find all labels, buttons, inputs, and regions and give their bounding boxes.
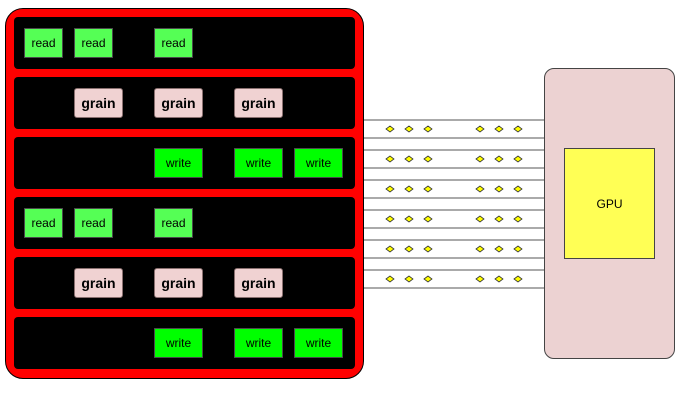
read-block: read [154, 28, 193, 58]
gpu-core: GPU [564, 148, 655, 259]
write-block: write [154, 328, 203, 358]
gpu-label: GPU [596, 196, 623, 211]
data-packet [423, 185, 433, 193]
data-packet [385, 215, 395, 223]
data-packet [404, 215, 414, 223]
data-packet [475, 155, 485, 163]
read-block: read [74, 208, 113, 238]
data-packet [513, 125, 523, 133]
data-packet [513, 215, 523, 223]
data-packet [423, 155, 433, 163]
grain-block: grain [74, 88, 123, 118]
write-block: write [234, 328, 283, 358]
data-packet [494, 245, 504, 253]
data-packet [513, 275, 523, 283]
lane-grain-1: grain grain grain [14, 77, 355, 129]
data-packet [513, 245, 523, 253]
data-packet [404, 245, 414, 253]
data-packet [513, 185, 523, 193]
data-packet [513, 155, 523, 163]
data-packet [475, 275, 485, 283]
data-packet [385, 125, 395, 133]
write-block: write [294, 148, 343, 178]
data-packet [475, 185, 485, 193]
data-packet [385, 275, 395, 283]
data-packet [494, 155, 504, 163]
grain-block: grain [154, 88, 203, 118]
lane-write-2: write write write [14, 317, 355, 369]
read-block: read [24, 28, 63, 58]
data-packet [385, 155, 395, 163]
lane-read-1: read read read [14, 17, 355, 69]
lane-read-2: read read read [14, 197, 355, 249]
data-packet [494, 125, 504, 133]
data-packet [404, 155, 414, 163]
data-packet [494, 215, 504, 223]
read-block: read [24, 208, 63, 238]
data-packet [404, 275, 414, 283]
data-packet [475, 125, 485, 133]
write-block: write [234, 148, 283, 178]
data-packet [423, 125, 433, 133]
write-block: write [294, 328, 343, 358]
lane-write-1: write write write [14, 137, 355, 189]
grain-block: grain [154, 268, 203, 298]
data-packet [423, 275, 433, 283]
data-packet [423, 245, 433, 253]
data-packet [423, 215, 433, 223]
data-packet [475, 245, 485, 253]
write-block: write [154, 148, 203, 178]
grain-block: grain [234, 268, 283, 298]
data-packet [494, 275, 504, 283]
read-block: read [154, 208, 193, 238]
grain-block: grain [74, 268, 123, 298]
data-packet [475, 215, 485, 223]
data-packet [385, 185, 395, 193]
grain-block: grain [234, 88, 283, 118]
data-packet [494, 185, 504, 193]
lane-grain-2: grain grain grain [14, 257, 355, 309]
data-packet [404, 125, 414, 133]
data-packet [404, 185, 414, 193]
data-packet [385, 245, 395, 253]
read-block: read [74, 28, 113, 58]
